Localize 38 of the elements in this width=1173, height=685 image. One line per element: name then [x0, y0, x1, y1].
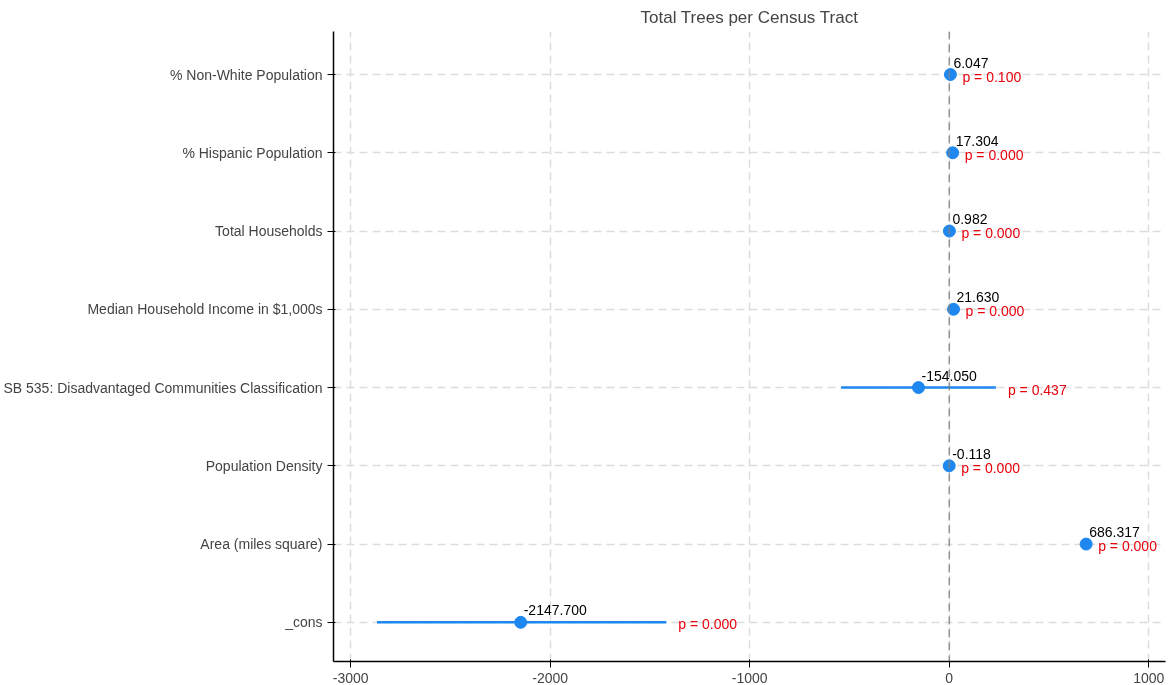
- y-tick-label: % Non-White Population: [169, 66, 323, 83]
- x-tick-label: -3000: [332, 669, 369, 685]
- x-tick-label: 1000: [1133, 669, 1165, 685]
- point: [911, 381, 925, 395]
- annotation: p = 0.000: [964, 146, 1024, 163]
- y-tick-label: Area (miles square): [200, 536, 323, 553]
- data-label: -2147.700: [523, 602, 587, 619]
- x-tick-label: -2000: [532, 669, 569, 685]
- annotation: p = 0.000: [961, 225, 1021, 242]
- y-tick-label: _cons: [284, 614, 323, 631]
- annotation: p = 0.000: [678, 616, 738, 633]
- y-tick-label: Median Household Income in $1,000s: [87, 301, 323, 318]
- y-tick-label: % Hispanic Population: [182, 144, 323, 161]
- data-label: -154.050: [921, 367, 977, 384]
- annotation: p = 0.000: [1098, 538, 1158, 555]
- annotation: p = 0.100: [962, 68, 1022, 85]
- data-label: -0.118: [952, 445, 992, 462]
- point: [942, 459, 956, 473]
- point: [942, 224, 956, 238]
- data-label: 17.304: [955, 132, 999, 149]
- data-label: 6.047: [953, 54, 989, 71]
- x-tick-label: 0: [945, 669, 954, 685]
- y-tick-label: Total Households: [215, 223, 323, 240]
- point: [947, 302, 961, 316]
- point: [1079, 537, 1093, 551]
- y-tick-label: SB 535: Disadvantaged Communities Classification: [3, 379, 323, 396]
- annotation: p = 0.000: [961, 459, 1021, 476]
- chart-title: Total Trees per Census Tract: [640, 7, 859, 27]
- point: [946, 146, 960, 160]
- y-tick-label: Population Density: [205, 457, 323, 474]
- x-tick-label: -1000: [731, 669, 768, 685]
- data-label: 686.317: [1089, 524, 1140, 541]
- data-label: 0.982: [952, 211, 988, 228]
- annotation: p = 0.000: [965, 303, 1025, 320]
- point: [514, 615, 528, 629]
- data-label: 21.630: [956, 289, 1000, 306]
- annotation: p = 0.437: [1007, 381, 1067, 398]
- point: [943, 68, 957, 82]
